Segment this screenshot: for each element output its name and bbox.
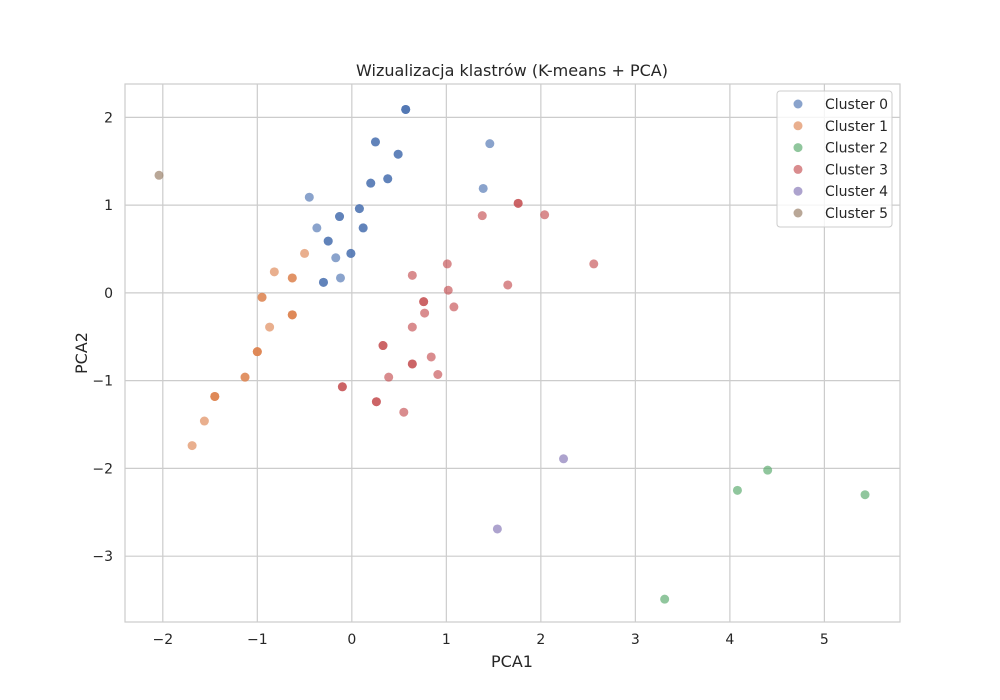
data-point [860, 490, 870, 500]
data-point [252, 347, 262, 357]
legend-items: Cluster 0 Cluster 1 Cluster 2 Cluster 3 Clus… [793, 97, 888, 222]
series-2 [660, 465, 870, 604]
data-point [485, 139, 495, 149]
series-4 [492, 454, 569, 534]
data-point [370, 137, 380, 147]
data-point [419, 297, 429, 307]
data-point [383, 174, 393, 184]
series-1 [187, 248, 310, 451]
legend-label: Cluster 3 [825, 162, 888, 178]
data-point [503, 280, 513, 290]
x-axis-ticks: −2 −1 0 1 2 3 4 5 [152, 632, 828, 648]
data-point [399, 407, 409, 417]
data-point [559, 454, 569, 464]
data-point [540, 210, 550, 220]
series-5 [154, 170, 164, 180]
x-tick-label: −2 [152, 632, 173, 648]
data-point [420, 308, 430, 318]
data-point [199, 416, 209, 426]
data-point [477, 211, 487, 221]
y-tick-label: 1 [104, 198, 113, 214]
data-point [300, 248, 310, 258]
data-point [589, 259, 599, 269]
data-point [378, 341, 388, 351]
y-tick-label: −3 [92, 549, 113, 565]
data-point [384, 372, 394, 382]
series-0 [304, 104, 495, 287]
y-tick-label: 0 [104, 286, 113, 302]
x-tick-label: 4 [725, 632, 734, 648]
data-point [187, 441, 197, 451]
data-point [354, 204, 364, 214]
data-point [407, 359, 417, 369]
data-point [331, 253, 341, 263]
x-tick-label: 3 [631, 632, 640, 648]
data-point [304, 192, 314, 202]
legend-label: Cluster 0 [825, 97, 888, 113]
data-point [426, 352, 436, 362]
x-tick-label: 5 [820, 632, 829, 648]
y-tick-label: −1 [92, 374, 113, 390]
legend-marker [793, 164, 803, 174]
legend-marker [793, 121, 803, 131]
data-point [154, 170, 164, 180]
data-point [318, 277, 328, 287]
x-tick-label: 0 [347, 632, 356, 648]
series-3 [337, 198, 599, 417]
plot-frame [124, 83, 901, 623]
legend-marker [793, 186, 803, 196]
grid [125, 84, 900, 622]
x-axis-title: PCA1 [491, 652, 533, 671]
data-point [401, 104, 411, 114]
legend: Cluster 0 Cluster 1 Cluster 2 Cluster 3 Clus… [776, 90, 893, 228]
data-point [287, 310, 297, 320]
data-point [323, 236, 333, 246]
x-tick-label: −1 [247, 632, 268, 648]
data-points [154, 104, 870, 604]
legend-marker [793, 208, 803, 218]
data-point [287, 273, 297, 283]
data-point [763, 465, 773, 475]
y-axis-title: PCA2 [72, 332, 91, 374]
legend-marker [793, 143, 803, 153]
data-point [407, 270, 417, 280]
data-point [210, 391, 220, 401]
x-tick-label: 1 [442, 632, 451, 648]
data-point [407, 322, 417, 332]
data-point [240, 372, 250, 382]
data-point [393, 149, 403, 159]
data-point [269, 267, 279, 277]
data-point [358, 223, 368, 233]
data-point [513, 198, 523, 208]
y-axis-ticks: −3 −2 −1 0 1 2 [92, 110, 113, 565]
legend-box [776, 90, 893, 228]
data-point [443, 285, 453, 295]
data-point [449, 302, 459, 312]
data-point [492, 524, 502, 534]
legend-marker [793, 99, 803, 109]
data-point [257, 292, 267, 302]
data-point [478, 183, 488, 193]
data-point [442, 259, 452, 269]
y-tick-label: 2 [104, 110, 113, 126]
x-tick-label: 2 [536, 632, 545, 648]
legend-label: Cluster 4 [825, 184, 888, 200]
data-point [346, 248, 356, 258]
data-point [265, 322, 275, 332]
data-point [335, 273, 345, 283]
data-point [312, 223, 322, 233]
legend-label: Cluster 5 [825, 206, 888, 222]
data-point [335, 212, 345, 222]
legend-label: Cluster 1 [825, 119, 888, 135]
data-point [732, 485, 742, 495]
y-tick-label: −2 [92, 461, 113, 477]
data-point [660, 594, 670, 604]
data-point [371, 397, 381, 407]
chart-title: Wizualizacja klastrów (K-means + PCA) [356, 61, 668, 80]
data-point [337, 382, 347, 392]
data-point [366, 178, 376, 188]
data-point [433, 370, 443, 380]
legend-label: Cluster 2 [825, 141, 888, 157]
